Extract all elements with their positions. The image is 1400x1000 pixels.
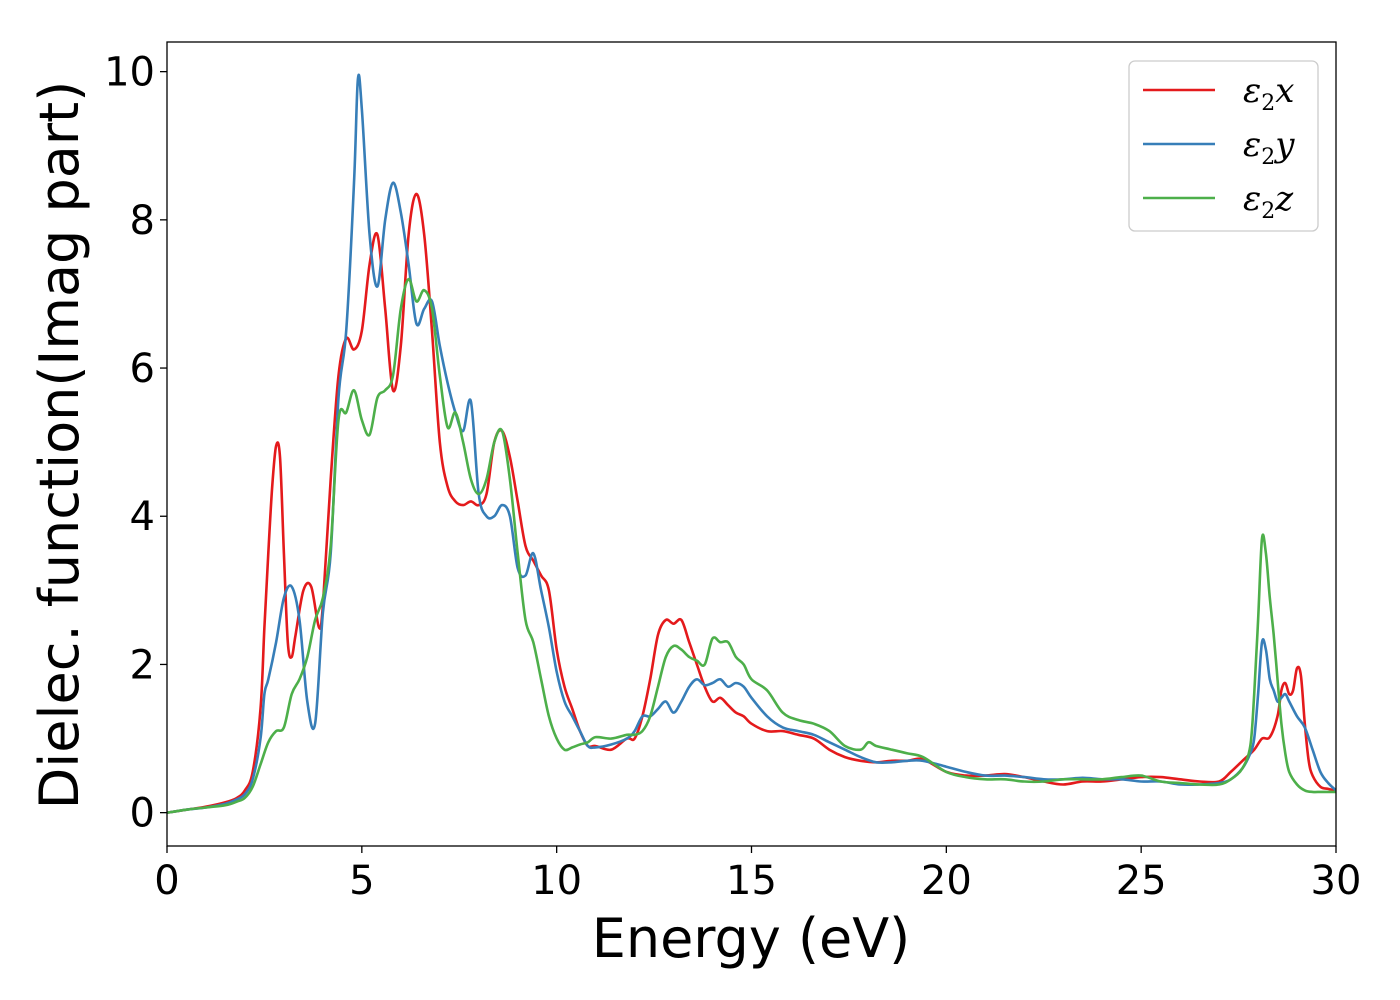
legend-label-y: ε2y xyxy=(1243,125,1295,170)
x-tick-label: 15 xyxy=(726,858,777,904)
series-line-z xyxy=(167,277,1336,814)
series-line-x xyxy=(167,192,1336,814)
legend-label-z: ε2z xyxy=(1243,179,1294,224)
y-tick-label: 8 xyxy=(130,198,155,244)
x-tick-label: 20 xyxy=(921,858,972,904)
legend: ε2x ε2y ε2z xyxy=(1128,60,1319,232)
x-tick-label: 30 xyxy=(1311,858,1362,904)
x-tick-label: 25 xyxy=(1116,858,1167,904)
legend-box xyxy=(1128,60,1319,232)
y-axis-ticks: 0 2 4 6 8 10 xyxy=(104,50,167,837)
x-tick-label: 5 xyxy=(349,858,374,904)
y-tick-label: 4 xyxy=(130,494,155,540)
x-tick-label: 10 xyxy=(531,858,582,904)
y-tick-label: 6 xyxy=(130,346,155,392)
y-axis-title: Dielec. function(Imag part) xyxy=(28,81,91,810)
y-tick-label: 2 xyxy=(130,642,155,688)
y-tick-label: 0 xyxy=(130,791,155,837)
x-axis-title: Energy (eV) xyxy=(592,907,911,970)
x-tick-label: 0 xyxy=(154,858,179,904)
series-lines xyxy=(167,73,1336,814)
legend-label-x: ε2x xyxy=(1243,71,1294,116)
x-axis-ticks: 0 5 10 15 20 25 30 xyxy=(154,846,1361,904)
y-tick-label: 10 xyxy=(104,50,155,96)
